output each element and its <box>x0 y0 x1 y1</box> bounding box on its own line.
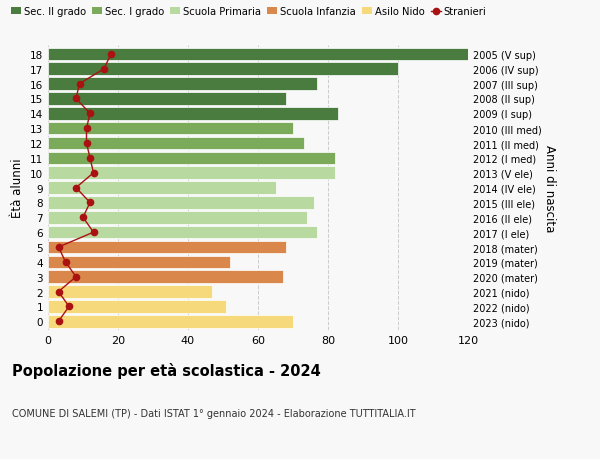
Bar <box>48 137 304 150</box>
Bar <box>48 78 317 91</box>
Bar <box>48 93 286 106</box>
Bar <box>48 271 283 283</box>
Bar <box>48 315 293 328</box>
Bar <box>48 49 468 61</box>
Bar <box>48 123 293 135</box>
Bar <box>48 167 335 179</box>
Bar <box>48 182 275 195</box>
Text: Popolazione per età scolastica - 2024: Popolazione per età scolastica - 2024 <box>12 363 321 379</box>
Bar <box>48 226 317 239</box>
Text: COMUNE DI SALEMI (TP) - Dati ISTAT 1° gennaio 2024 - Elaborazione TUTTITALIA.IT: COMUNE DI SALEMI (TP) - Dati ISTAT 1° ge… <box>12 408 416 418</box>
Y-axis label: Anni di nascita: Anni di nascita <box>542 145 556 232</box>
Bar <box>48 256 230 269</box>
Bar <box>48 197 314 209</box>
Bar <box>48 152 335 165</box>
Bar <box>48 241 286 254</box>
Bar <box>48 63 398 76</box>
Y-axis label: Ètà alunni: Ètà alunni <box>11 158 25 218</box>
Bar <box>48 301 227 313</box>
Bar <box>48 285 212 298</box>
Legend: Sec. II grado, Sec. I grado, Scuola Primaria, Scuola Infanzia, Asilo Nido, Stran: Sec. II grado, Sec. I grado, Scuola Prim… <box>11 7 487 17</box>
Bar <box>48 108 338 120</box>
Bar <box>48 212 307 224</box>
